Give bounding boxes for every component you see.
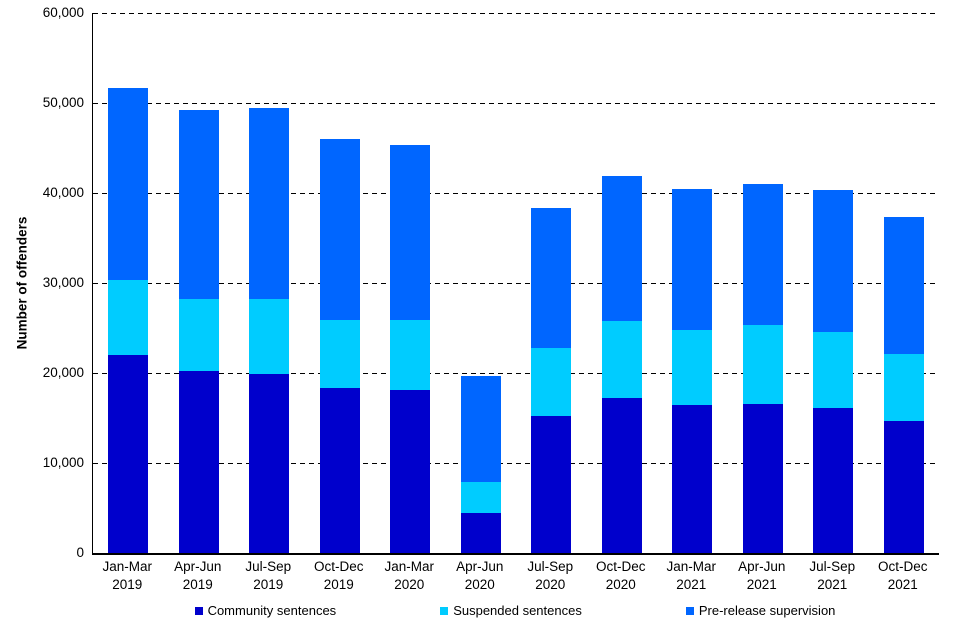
x-category-label: Oct-Dec 2020 (595, 559, 646, 592)
bar-segment (108, 87, 149, 281)
gridline-50000 (93, 103, 939, 104)
plot-area (92, 13, 939, 555)
bar-segment (108, 355, 149, 553)
legend-swatch-icon (440, 607, 449, 615)
y-tick-label: 10,000 (42, 455, 84, 470)
bar-segment (601, 320, 642, 399)
bar-segment (883, 354, 924, 421)
x-category-label: Jan-Mar 2019 (102, 559, 152, 592)
bar-segment (460, 481, 501, 513)
bar-segment (108, 280, 149, 355)
legend-item: Community sentences (194, 603, 337, 619)
bar-segment (531, 347, 572, 417)
x-category-label: Jul-Sep 2019 (245, 559, 292, 592)
bar-segment (249, 299, 290, 374)
x-category-label: Apr-Jun 2020 (456, 559, 504, 592)
y-tick-label: 60,000 (42, 5, 84, 20)
y-tick-label: 50,000 (42, 95, 84, 110)
legend-item: Suspended sentences (440, 603, 582, 619)
x-category-label: Jan-Mar 2020 (384, 559, 434, 592)
legend-swatch-icon (685, 607, 694, 615)
legend-label: Pre-release supervision (698, 603, 836, 618)
bar-segment (601, 398, 642, 553)
legend-label: Suspended sentences (453, 603, 582, 618)
x-category-label: Oct-Dec 2021 (877, 559, 928, 592)
bar-segment (883, 217, 924, 355)
gridline-10000 (93, 463, 939, 464)
bar-segment (742, 403, 783, 553)
bar-segment (390, 145, 431, 320)
bar-segment (601, 175, 642, 321)
bar-segment (531, 208, 572, 348)
bar-segment (813, 190, 854, 332)
y-tick-label: 40,000 (42, 185, 84, 200)
bar-segment (319, 388, 360, 553)
y-tick-label: 0 (76, 545, 84, 560)
bar-segment (178, 110, 219, 300)
bar-segment (390, 319, 431, 391)
x-category-label: Jul-Sep 2021 (809, 559, 856, 592)
bar-segment (319, 319, 360, 389)
x-category-label: Apr-Jun 2021 (738, 559, 786, 592)
bar-segment (883, 420, 924, 553)
gridline-60000 (93, 13, 939, 14)
x-category-label: Jan-Mar 2021 (666, 559, 716, 592)
bar-segment (672, 404, 713, 553)
legend: Community sentences Suspended sentences Pr… (92, 603, 938, 619)
legend-label: Community sentences (207, 603, 337, 618)
y-tick-label: 20,000 (42, 365, 84, 380)
bar-segment (813, 408, 854, 553)
gridline-40000 (93, 193, 939, 194)
bar-segment (813, 331, 854, 409)
bar-segment (178, 299, 219, 372)
bar-segment (390, 390, 431, 553)
bar-segment (672, 189, 713, 330)
bar-segment (742, 325, 783, 404)
bar-segment (742, 184, 783, 326)
x-category-label: Oct-Dec 2019 (313, 559, 364, 592)
bar-segment (672, 329, 713, 405)
bar-segment (531, 416, 572, 553)
gridline-20000 (93, 373, 939, 374)
bar-segment (319, 139, 360, 320)
y-tick-label: 30,000 (42, 275, 84, 290)
bar-segment (460, 375, 501, 482)
bar-segment (460, 512, 501, 553)
legend-swatch-icon (194, 607, 203, 615)
x-category-label: Jul-Sep 2020 (527, 559, 574, 592)
x-category-label: Apr-Jun 2019 (174, 559, 222, 592)
gridline-30000 (93, 283, 939, 284)
bar-segment (178, 371, 219, 553)
bar-segment (249, 373, 290, 553)
bar-segment (249, 107, 290, 300)
legend-item: Pre-release supervision (685, 603, 836, 619)
